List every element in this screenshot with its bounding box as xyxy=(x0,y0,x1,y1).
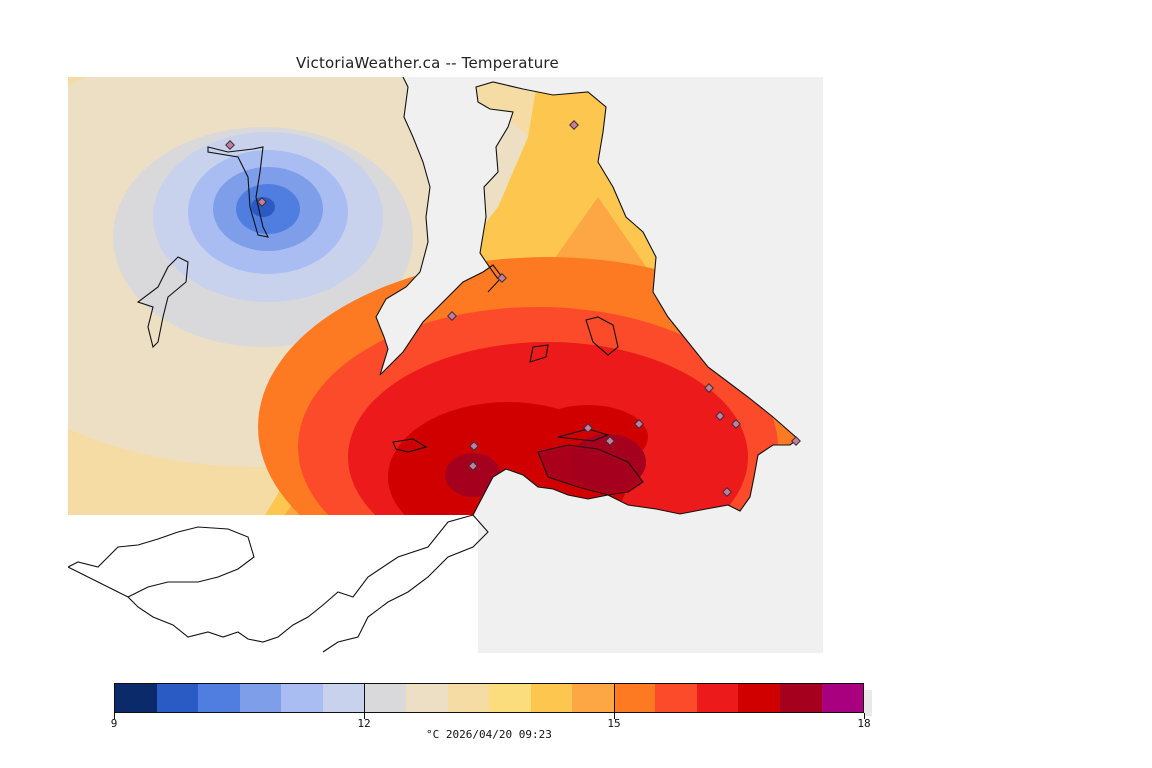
legend-tick xyxy=(863,713,865,719)
station-marker[interactable] xyxy=(791,436,801,446)
legend-swatch xyxy=(530,684,573,712)
station-marker[interactable] xyxy=(447,311,457,321)
station-marker[interactable] xyxy=(225,140,235,150)
legend-swatch xyxy=(821,684,864,712)
station-marker[interactable] xyxy=(468,461,478,471)
legend-swatch xyxy=(613,684,656,712)
station-marker[interactable] xyxy=(569,120,579,130)
color-scale-legend xyxy=(114,683,864,713)
legend-swatch xyxy=(198,684,240,712)
legend-swatch xyxy=(281,684,323,712)
legend-tick-label: 9 xyxy=(110,717,118,730)
legend-swatch xyxy=(655,684,697,712)
legend-tick-label: 12 xyxy=(357,717,371,730)
legend-tick xyxy=(363,713,365,719)
map-title: VictoriaWeather.ca -- Temperature xyxy=(296,54,559,72)
legend-divider xyxy=(613,683,615,713)
legend-divider xyxy=(363,683,365,713)
legend-swatch xyxy=(115,684,157,712)
weather-stations xyxy=(225,120,801,497)
legend-swatch xyxy=(696,684,739,712)
legend-tick xyxy=(613,713,615,719)
station-marker[interactable] xyxy=(583,423,593,433)
station-marker[interactable] xyxy=(469,441,479,451)
station-marker[interactable] xyxy=(704,383,714,393)
legend-swatch xyxy=(447,684,490,712)
station-marker[interactable] xyxy=(715,411,725,421)
station-marker[interactable] xyxy=(497,273,507,283)
station-marker[interactable] xyxy=(731,419,741,429)
station-marker[interactable] xyxy=(722,487,732,497)
legend-tick-label: 15 xyxy=(607,717,621,730)
legend-swatch xyxy=(738,684,780,712)
coastlines xyxy=(68,77,799,653)
legend-swatch xyxy=(364,684,406,712)
legend-swatch xyxy=(572,684,614,712)
legend-tick xyxy=(113,713,115,719)
temperature-map[interactable] xyxy=(68,77,823,653)
station-marker[interactable] xyxy=(605,436,615,446)
legend-swatch xyxy=(239,684,282,712)
units-and-timestamp: °C 2026/04/20 09:23 xyxy=(426,728,552,741)
legend-swatch xyxy=(405,684,448,712)
legend-shadow xyxy=(864,690,872,716)
station-marker[interactable] xyxy=(257,197,267,207)
legend-swatch xyxy=(156,684,199,712)
legend-swatch xyxy=(780,684,822,712)
station-marker[interactable] xyxy=(634,419,644,429)
southern-water xyxy=(68,515,478,653)
legend-swatch xyxy=(322,684,365,712)
legend-swatch xyxy=(489,684,531,712)
legend-tick-label: 18 xyxy=(857,717,871,730)
